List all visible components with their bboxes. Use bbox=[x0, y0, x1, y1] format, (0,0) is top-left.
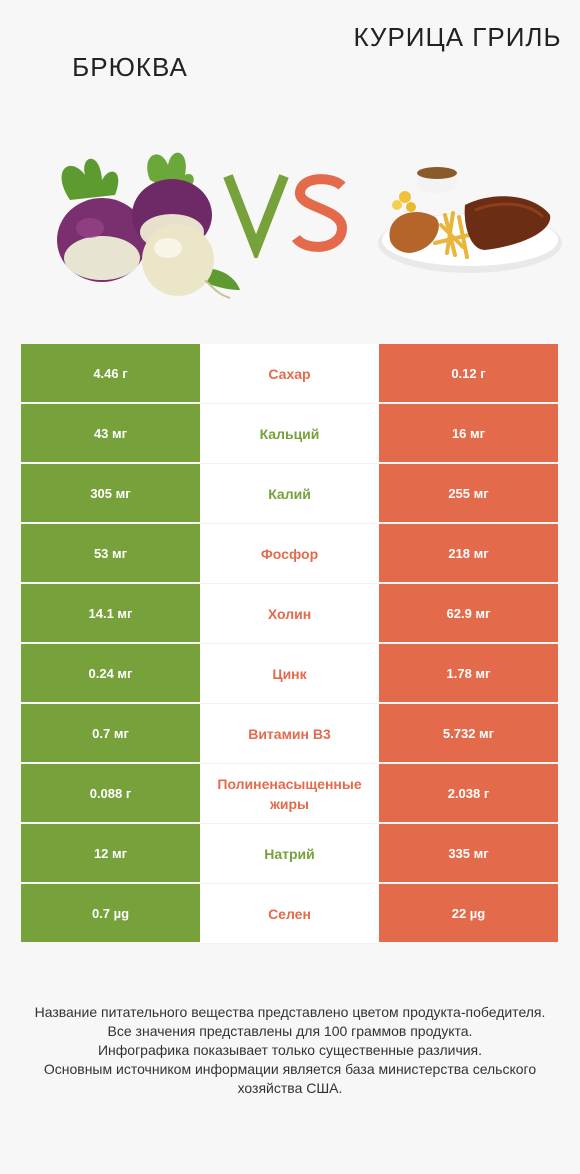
footer-line-4: Основным источником информации является … bbox=[43, 1061, 537, 1096]
right-value: 218 мг bbox=[379, 524, 558, 584]
nutrient-name: Холин bbox=[200, 584, 379, 644]
right-value: 255 мг bbox=[379, 464, 558, 524]
footer-line-2: Все значения представлены для 100 граммо… bbox=[107, 1023, 473, 1039]
footer-line-1: Название питательного вещества представл… bbox=[34, 1004, 546, 1020]
left-value: 0.24 мг bbox=[21, 644, 200, 704]
left-value: 0.7 мг bbox=[21, 704, 200, 764]
right-product-title: КУРИЦА ГРИЛЬ bbox=[353, 22, 562, 52]
nutrient-name: Сахар bbox=[200, 344, 379, 404]
right-value: 5.732 мг bbox=[379, 704, 558, 764]
left-value: 0.088 г bbox=[21, 764, 200, 824]
left-value: 43 мг bbox=[21, 404, 200, 464]
left-value: 0.7 µg bbox=[21, 884, 200, 944]
vs-label bbox=[222, 168, 352, 262]
grilled-chicken-image bbox=[375, 155, 565, 280]
left-value: 53 мг bbox=[21, 524, 200, 584]
table-row: 0.24 мг Цинк 1.78 мг bbox=[21, 644, 558, 704]
nutrient-name: Натрий bbox=[200, 824, 379, 884]
left-value: 14.1 мг bbox=[21, 584, 200, 644]
nutrient-name: Фосфор bbox=[200, 524, 379, 584]
comparison-table: 4.46 г Сахар 0.12 г 43 мг Кальций 16 мг 305 мг… bbox=[21, 344, 558, 944]
nutrient-name: Цинк bbox=[200, 644, 379, 704]
right-value: 0.12 г bbox=[379, 344, 558, 404]
left-value: 305 мг bbox=[21, 464, 200, 524]
nutrient-name: Селен bbox=[200, 884, 379, 944]
nutrient-name: Калий bbox=[200, 464, 379, 524]
table-row: 14.1 мг Холин 62.9 мг bbox=[21, 584, 558, 644]
right-value: 16 мг bbox=[379, 404, 558, 464]
footer-notes: Название питательного вещества представл… bbox=[20, 1003, 560, 1098]
table-row: 53 мг Фосфор 218 мг bbox=[21, 524, 558, 584]
nutrient-name: Витамин B3 bbox=[200, 704, 379, 764]
table-row: 4.46 г Сахар 0.12 г bbox=[21, 344, 558, 404]
nutrient-name: Полиненасыщенные жиры bbox=[200, 764, 379, 824]
left-value: 4.46 г bbox=[21, 344, 200, 404]
right-value: 1.78 мг bbox=[379, 644, 558, 704]
table-row: 0.088 г Полиненасыщенные жиры 2.038 г bbox=[21, 764, 558, 824]
right-value: 22 µg bbox=[379, 884, 558, 944]
left-value: 12 мг bbox=[21, 824, 200, 884]
right-value: 62.9 мг bbox=[379, 584, 558, 644]
table-row: 43 мг Кальций 16 мг bbox=[21, 404, 558, 464]
nutrient-name: Кальций bbox=[200, 404, 379, 464]
right-value: 335 мг bbox=[379, 824, 558, 884]
table-row: 12 мг Натрий 335 мг bbox=[21, 824, 558, 884]
right-value: 2.038 г bbox=[379, 764, 558, 824]
footer-line-3: Инфографика показывает только существенн… bbox=[97, 1042, 483, 1058]
table-row: 305 мг Калий 255 мг bbox=[21, 464, 558, 524]
table-row: 0.7 мг Витамин B3 5.732 мг bbox=[21, 704, 558, 764]
turnip-image bbox=[40, 140, 245, 305]
left-product-title: БРЮКВА bbox=[72, 52, 188, 82]
table-row: 0.7 µg Селен 22 µg bbox=[21, 884, 558, 944]
